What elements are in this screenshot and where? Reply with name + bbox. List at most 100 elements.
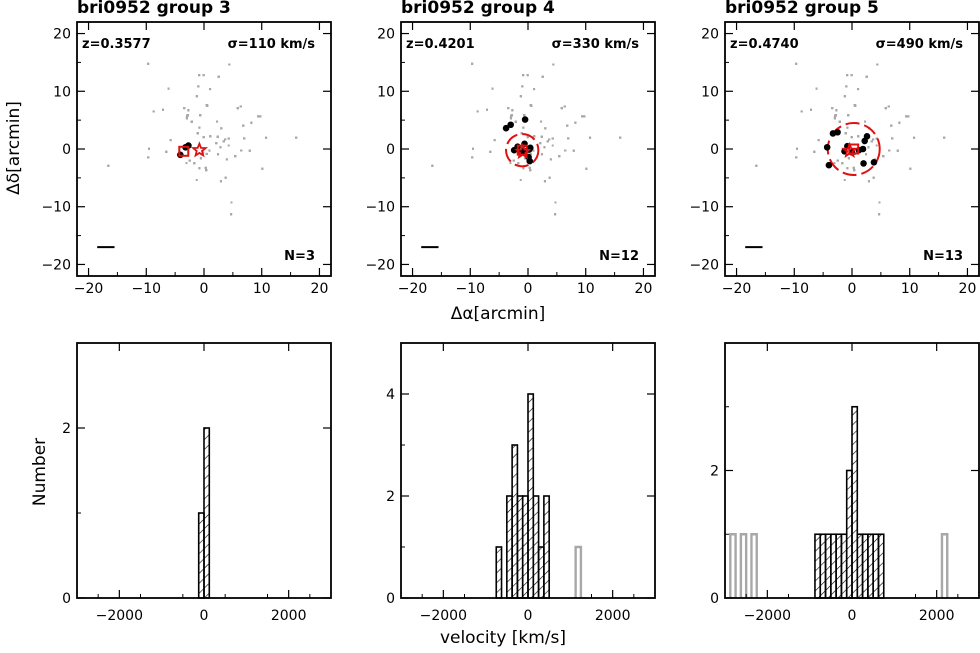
field-point: [528, 166, 531, 169]
field-point: [551, 144, 554, 147]
x-tick-label: −10: [455, 281, 485, 297]
field-point: [546, 140, 549, 143]
y-tick-label: 2: [62, 421, 71, 437]
redshift-label-group-3: z=0.3577: [82, 37, 151, 52]
field-point: [887, 105, 890, 108]
field-point: [529, 152, 532, 155]
panel-title-group-4: bri0952 group 4: [401, 0, 555, 18]
center-star-marker: [841, 141, 859, 159]
field-point: [227, 137, 230, 140]
field-point: [857, 88, 860, 91]
field-point: [583, 115, 586, 118]
field-point: [295, 136, 298, 139]
field-point: [526, 74, 529, 77]
field-point: [847, 114, 850, 117]
field-point: [835, 109, 838, 112]
field-point: [205, 104, 208, 107]
member-point: [502, 124, 510, 132]
field-point: [755, 164, 758, 167]
field-point: [540, 120, 543, 123]
y-tick-label: 0: [62, 591, 71, 607]
field-point: [907, 115, 910, 118]
field-point: [876, 63, 879, 66]
field-point: [493, 139, 496, 142]
field-point: [519, 178, 522, 181]
y-tick-label: 4: [386, 387, 395, 403]
field-point: [198, 126, 201, 129]
y-axis-label-bottom: Number: [30, 438, 50, 506]
y-tick-label: 10: [701, 84, 719, 100]
member-point: [870, 158, 878, 166]
field-point: [943, 136, 946, 139]
x-tick-label: −2000: [96, 608, 143, 624]
field-point: [833, 117, 836, 120]
field-point: [512, 159, 515, 162]
field-point: [846, 74, 849, 77]
field-point: [843, 95, 846, 98]
field-point: [183, 107, 186, 110]
y-tick-label: 10: [53, 84, 71, 100]
field-point: [817, 139, 820, 142]
histogram-bar: [877, 533, 885, 599]
field-point: [864, 120, 867, 123]
field-point: [619, 136, 622, 139]
field-point: [199, 157, 202, 160]
field-point: [884, 107, 887, 110]
field-point: [872, 176, 875, 179]
member-point: [521, 116, 529, 123]
field-point: [541, 75, 544, 78]
y-tick-label: −20: [41, 257, 71, 273]
field-point: [589, 136, 592, 139]
field-point: [558, 155, 561, 158]
field-point: [517, 162, 520, 165]
field-point: [471, 62, 474, 65]
y-tick-label: 0: [386, 142, 395, 158]
field-point: [471, 156, 474, 159]
y-tick-label: −10: [365, 200, 395, 216]
field-point: [796, 147, 799, 150]
field-point: [544, 127, 547, 130]
field-point: [220, 127, 223, 130]
field-point: [228, 63, 231, 66]
field-point: [472, 147, 475, 150]
field-point: [872, 138, 875, 141]
y-tick-label: −10: [41, 200, 71, 216]
field-point: [489, 150, 492, 153]
field-point: [853, 169, 856, 172]
field-point: [509, 116, 512, 119]
field-point: [522, 126, 525, 129]
field-point: [533, 88, 536, 91]
field-point: [185, 162, 188, 165]
field-point: [225, 158, 228, 161]
scatter-panel: −20 −10 0 10 20 −20 −10 0 10 20: [365, 21, 656, 297]
field-point: [815, 87, 818, 90]
field-point: [243, 137, 246, 140]
field-point: [510, 114, 513, 117]
field-point: [199, 114, 202, 117]
member-point: [510, 146, 518, 154]
outlier-bar: [940, 533, 949, 598]
field-point: [230, 201, 233, 204]
field-point: [219, 146, 222, 149]
field-point: [581, 115, 584, 118]
field-point: [847, 157, 850, 160]
field-point: [833, 116, 836, 119]
centroid-marker: [178, 145, 190, 157]
field-point: [491, 87, 494, 90]
field-point: [169, 139, 172, 142]
y-tick-label: 0: [386, 591, 395, 607]
field-point: [209, 88, 212, 91]
velocity-radius-circle: [505, 132, 540, 168]
field-point: [216, 120, 219, 123]
field-point: [261, 167, 264, 170]
x-tick-label: −20: [398, 281, 428, 297]
field-point: [193, 162, 196, 165]
y-tick-label: 0: [710, 591, 719, 607]
field-point: [222, 140, 225, 143]
field-point: [202, 74, 205, 77]
y-tick-label: 2: [386, 489, 395, 505]
n-label-group-5: N=13: [923, 249, 963, 264]
field-point: [554, 213, 557, 216]
field-point: [878, 201, 881, 204]
field-point: [845, 85, 848, 88]
